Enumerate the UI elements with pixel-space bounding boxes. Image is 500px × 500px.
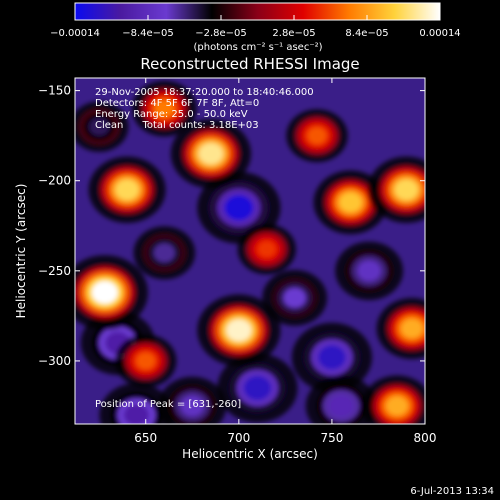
- plot-frame: [74, 77, 426, 425]
- cold-spot: [158, 376, 227, 424]
- plot-area: 29-Nov-2005 18:37:20.000 to 18:40:46.000…: [38, 77, 436, 445]
- colorbar: −0.00014 −8.4e−05 −2.8e−05 2.8e−05 8.4e−05 0.…: [50, 2, 461, 53]
- cold-spot: [291, 322, 373, 392]
- hot-spot: [286, 109, 348, 163]
- cold-spot: [262, 269, 328, 326]
- hot-spot: [376, 297, 425, 360]
- hot-spot: [361, 375, 425, 424]
- colorbar-tick-label: 2.8e−05: [272, 28, 315, 39]
- colorbar-units: (photons cm⁻² s⁻¹ asec⁻²): [193, 42, 322, 53]
- colorbar-tick-label: 0.00014: [419, 28, 460, 39]
- cold-spot: [335, 241, 404, 301]
- x-tick-label: 750: [320, 431, 343, 445]
- y-tick-label: −300: [38, 354, 71, 368]
- hot-spot: [197, 294, 281, 367]
- chart-title: Reconstructed RHESSI Image: [140, 55, 359, 73]
- colorbar-gradient: [74, 2, 441, 21]
- cold-spot: [133, 226, 196, 280]
- colorbar-tick-label: 8.4e−05: [345, 28, 388, 39]
- info-line-detectors: Detectors: 4F 5F 6F 7F 8F, Att=0: [95, 98, 259, 109]
- cold-spot: [305, 375, 377, 424]
- colorbar-tick-label: −0.00014: [50, 28, 100, 39]
- y-axis-label: Heliocentric Y (arcsec): [14, 184, 28, 319]
- x-tick-label: 800: [414, 431, 437, 445]
- hot-spot: [237, 223, 297, 275]
- y-axis-ticks: −150 −200 −250 −300: [38, 84, 425, 368]
- hot-spot: [114, 334, 177, 388]
- x-tick-label: 700: [227, 431, 250, 445]
- hot-spot: [367, 156, 425, 223]
- colorbar-tick-label: −8.4e−05: [122, 28, 174, 39]
- colorbar-ticks: −0.00014 −8.4e−05 −2.8e−05 2.8e−05 8.4e−05 0.…: [50, 15, 461, 39]
- colorbar-tick-label: −2.8e−05: [195, 28, 247, 39]
- x-axis-ticks: 650 700 750 800: [134, 78, 436, 445]
- cold-spot: [217, 353, 298, 423]
- y-tick-label: −200: [38, 174, 71, 188]
- y-tick-label: −150: [38, 84, 71, 98]
- hot-spot: [170, 119, 252, 189]
- hot-spot: [88, 156, 166, 223]
- hot-spot: [75, 255, 148, 330]
- info-line-energy: Energy Range: 25.0 - 50.0 keV: [95, 109, 248, 120]
- y-tick-label: −250: [38, 264, 71, 278]
- peak-position-label: Position of Peak = [631,-260]: [95, 399, 241, 410]
- heatmap-image: [75, 80, 425, 424]
- cold-spot: [99, 383, 174, 424]
- hot-spot: [131, 80, 197, 137]
- x-tick-label: 650: [134, 431, 157, 445]
- x-axis-label: Heliocentric X (arcsec): [182, 447, 318, 461]
- cold-spot: [75, 101, 129, 152]
- info-line-clean: Clean Total counts: 3.18E+03: [95, 120, 259, 131]
- info-annotation: 29-Nov-2005 18:37:20.000 to 18:40:46.000…: [95, 87, 314, 131]
- info-line-time: 29-Nov-2005 18:37:20.000 to 18:40:46.000: [95, 87, 314, 98]
- render-timestamp: 6-Jul-2013 13:34: [410, 486, 494, 497]
